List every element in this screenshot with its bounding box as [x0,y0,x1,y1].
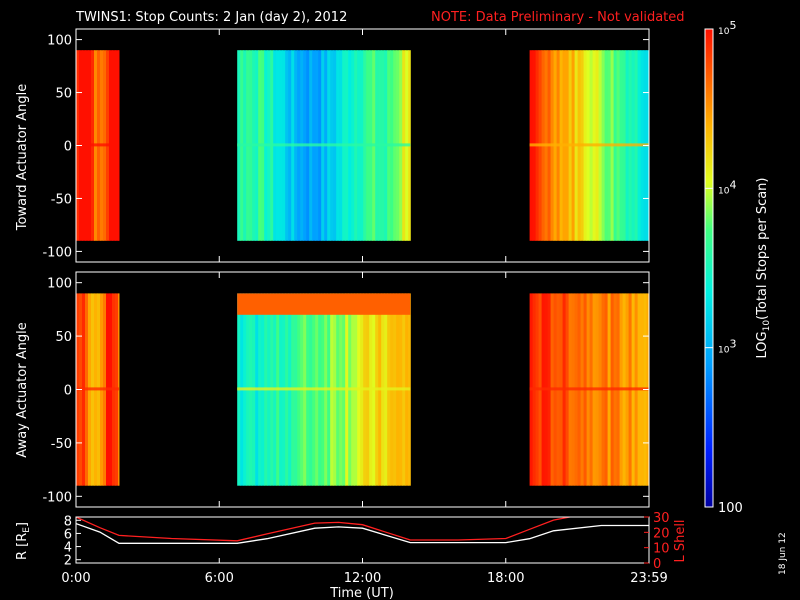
y-tick-label: 50 [55,330,72,345]
orbit-left-tick-label: 2 [64,554,72,569]
zero-angle-band [529,387,649,391]
date-stamp: 18 Jun 12 [778,532,788,575]
orbit-ylabel-left: R [RE] [15,522,32,560]
colorbar-label: LOG10(Total Stops per Scan) [755,178,772,359]
colorbar-tick-label: 103 [718,338,736,356]
colorbar: 105 104 103 100 LOG10(Total Stops per Scan) [704,19,772,516]
orbit-right-tick-label: 10 [653,542,670,557]
orbit-left-tick-label: 4 [64,541,72,556]
chart-title: TWINS1: Stop Counts: 2 Jan (day 2), 2012 [75,10,347,25]
zero-angle-band [237,143,411,147]
away-ylabel: Away Actuator Angle [15,322,30,457]
colorbar-tick-label: 100 [718,501,743,516]
y-tick-label: 0 [64,384,72,399]
y-tick-label: 100 [47,277,72,292]
orbit-right-tick-label: 20 [653,526,670,541]
orbit-right-tick-label: 30 [653,511,670,526]
zero-angle-band [76,387,119,391]
x-tick-label: 23:59 [630,571,667,586]
preliminary-note: NOTE: Data Preliminary - Not validated [431,10,685,25]
y-tick-label: 100 [47,34,72,49]
toward-angle-spectrogram: 100 50 0 -50 -100 [42,28,650,263]
colorbar-scale [704,28,714,508]
orbit-left-tick-label: 8 [64,514,72,529]
x-tick-label: 6:00 [205,571,234,586]
y-tick-label: -100 [42,490,72,505]
x-tick-label: 18:00 [487,571,524,586]
orbit-right-tick-label: 0 [653,557,661,572]
orbit-ylabel-right: L Shell [673,519,688,562]
away-angle-spectrogram: 100 50 0 -50 -100 [42,271,650,508]
y-tick-label: -50 [51,192,72,207]
radius-line [76,522,649,544]
zero-angle-band [529,143,649,147]
high-angle-band [237,293,411,315]
colorbar-tick-label: 105 [718,19,736,37]
toward-ylabel: Toward Actuator Angle [15,84,30,231]
colorbar-tick-label: 104 [718,178,736,196]
x-axis-label: Time (UT) [329,586,394,600]
orbit-left-tick-label: 6 [64,527,72,542]
y-tick-label: -100 [42,245,72,260]
zero-angle-band [76,143,119,147]
y-tick-label: 0 [64,140,72,155]
lshell-line [76,517,574,542]
x-tick-label: 0:00 [61,571,90,586]
colorbar-ticks: 105 104 103 100 [705,19,743,516]
zero-angle-band [237,387,411,391]
y-tick-label: 50 [55,87,72,102]
y-tick-label: -50 [51,437,72,452]
x-tick-label: 12:00 [344,571,381,586]
